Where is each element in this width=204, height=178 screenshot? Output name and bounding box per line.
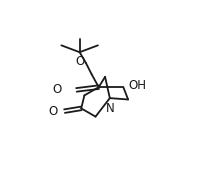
Text: OH: OH [128, 79, 145, 92]
Text: O: O [75, 55, 85, 68]
Text: O: O [48, 105, 57, 118]
Text: O: O [52, 83, 61, 96]
Text: N: N [105, 101, 114, 114]
